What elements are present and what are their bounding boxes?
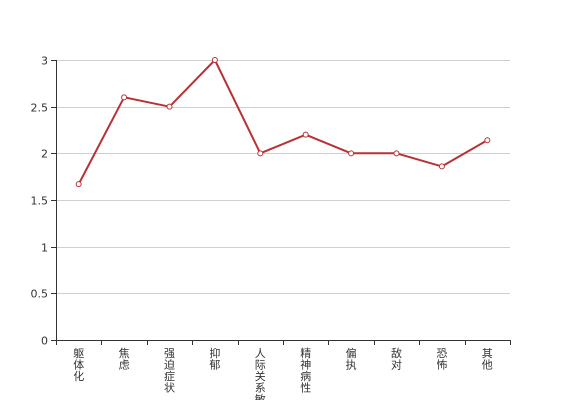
data-point: [348, 150, 355, 157]
x-tick-label: 焦虑: [119, 347, 130, 372]
series-line: [77, 59, 489, 186]
data-point: [211, 57, 218, 63]
data-point: [257, 150, 264, 157]
x-tick-label: 抑郁: [209, 346, 220, 372]
data-point: [121, 94, 128, 101]
data-point: [302, 131, 309, 138]
x-tick-label: 偏执: [346, 346, 357, 372]
y-tick-label: 1.5: [31, 195, 49, 208]
data-point: [393, 150, 400, 157]
y-tick-label: 0.5: [31, 288, 49, 301]
x-tick-label: 其他: [482, 347, 493, 372]
y-tick-label: 1: [41, 242, 48, 255]
x-tick-label: 人际关系敏感: [255, 347, 266, 400]
data-point: [75, 181, 82, 188]
y-axis-ticks: 0 0.5 1 1.5 2 2.5 3: [31, 55, 56, 348]
y-tick-label: 2.5: [31, 102, 49, 115]
x-axis-ticks: 躯体化 焦虑 强迫症状 抑郁 人际关系敏感 精神病性 偏执 敌对 恐怖 其他: [56, 340, 511, 400]
x-tick-label: 精神病性: [300, 347, 311, 395]
x-tick-label: 躯体化: [73, 347, 84, 383]
data-point: [166, 103, 173, 110]
grid-lines: [56, 60, 510, 294]
x-tick-label: 强迫症状: [164, 347, 175, 395]
x-tick-label: 恐怖: [436, 347, 447, 372]
y-tick-label: 2: [41, 148, 48, 161]
data-point: [484, 137, 491, 144]
y-tick-label: 3: [41, 55, 48, 68]
series-group: [75, 57, 491, 188]
x-tick-label: 敌对: [391, 346, 402, 372]
data-point: [438, 163, 445, 170]
y-tick-label: 0: [41, 335, 48, 348]
